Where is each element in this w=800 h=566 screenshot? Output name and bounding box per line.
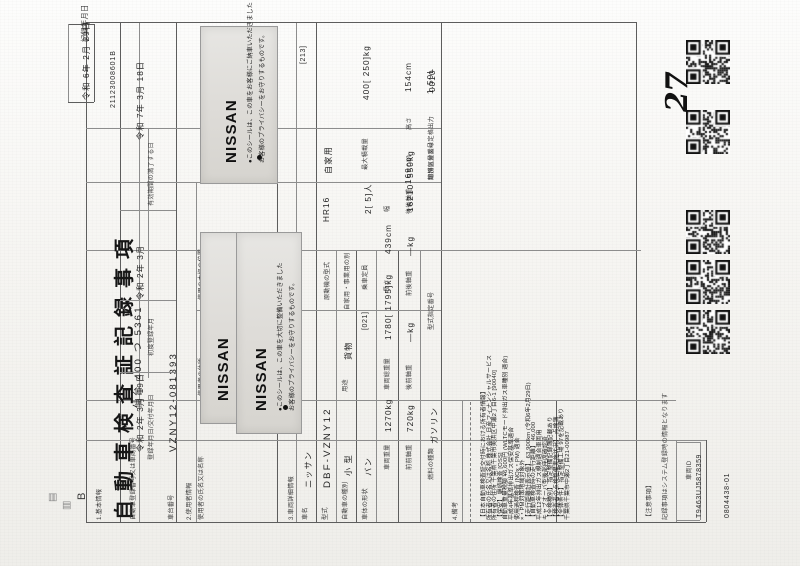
width-label: 幅 bbox=[384, 205, 391, 212]
private-business-label: 自家用・事業用の別 bbox=[344, 252, 351, 311]
nissan-logo-3: NISSAN bbox=[253, 347, 270, 411]
sticker-note-1b: お客様のプライバシーをお守りするものです。 bbox=[259, 31, 266, 163]
capacity-label: 乗車定員 bbox=[362, 264, 369, 290]
rear-front-axle-label: 前後軸重 bbox=[406, 270, 413, 296]
length-value: 439cm bbox=[384, 223, 393, 254]
vehicle-id-label: 車両ID bbox=[686, 460, 693, 480]
form-mark: B bbox=[76, 492, 88, 500]
engine-model-value: HR16 bbox=[322, 196, 331, 222]
qr-code-block bbox=[686, 260, 730, 304]
document-number: 21123008601B bbox=[110, 50, 117, 108]
max-load-value: 400[ 250]kg bbox=[362, 45, 371, 100]
use-value: 貨物 bbox=[344, 341, 353, 360]
front-rear-axle-label: 後前軸重 bbox=[406, 364, 413, 390]
reg-date-label: 登録年月日/交付年月日 bbox=[148, 394, 155, 460]
qr-code bbox=[686, 260, 730, 304]
qr-code-block bbox=[686, 310, 730, 354]
qr-code bbox=[686, 40, 730, 84]
length-label: 長さ bbox=[384, 279, 391, 292]
section1-heading: 1.基本情報 bbox=[96, 488, 103, 520]
fuel-value: ガソリン bbox=[430, 406, 439, 444]
first-reg-label: 初度登録年月 bbox=[148, 317, 155, 356]
capacity-value: 2[ 5]人 bbox=[364, 183, 373, 214]
section5-heading: 【注意事項】 bbox=[646, 481, 653, 520]
height-value: 154cm bbox=[404, 61, 413, 92]
model-bracket-code: [213] bbox=[300, 45, 307, 64]
category-label: 自動車の種別 bbox=[342, 481, 349, 520]
category-value: 小 型 bbox=[344, 454, 353, 476]
type-designation-label: 型式指定番号 bbox=[428, 291, 435, 330]
type-designation-value: 16210 bbox=[406, 183, 415, 212]
capacity-bracket-code: [021] bbox=[362, 311, 369, 330]
sticker-note-3a: ●このシールは、この車を大切に整備いただきました bbox=[277, 262, 284, 411]
front-axle-label: 前前軸重 bbox=[406, 444, 413, 470]
qr-code bbox=[686, 110, 730, 154]
qr-code bbox=[686, 310, 730, 354]
owner-name-label: 使用者の氏名又は名称 bbox=[198, 456, 205, 520]
scan-artifact: ▤ bbox=[62, 500, 72, 511]
private-business-value: 自家用 bbox=[324, 146, 333, 174]
front-axle-value: 720kg bbox=[406, 404, 415, 432]
model-value: DBF-VZNY12 bbox=[322, 407, 333, 488]
section5-note: 記録事項はシステム登録時の情報となります bbox=[662, 392, 669, 520]
notes-divider bbox=[470, 402, 471, 522]
qr-code bbox=[686, 210, 730, 254]
max-load-label: 最大積載量 bbox=[362, 138, 369, 170]
qr-code-block bbox=[686, 40, 730, 84]
make-value: ニッサン bbox=[304, 450, 313, 488]
nissan-logo-2: NISSAN bbox=[215, 337, 232, 401]
section3-heading: 3.車両詳細情報 bbox=[288, 476, 295, 520]
vehicle-id-value: T9463UJ5878359 bbox=[696, 453, 703, 518]
expiry-label: 有効期間の満了する日 bbox=[148, 142, 155, 206]
make-label: 車名 bbox=[302, 507, 309, 520]
use-label: 用途 bbox=[342, 379, 349, 392]
curb-weight-label: 車両重量 bbox=[384, 444, 391, 470]
section2-heading: 2.使用者情報 bbox=[186, 482, 193, 521]
sticker-bullet-icon bbox=[283, 405, 288, 410]
class-number-value: 0010 bbox=[428, 69, 437, 92]
sticker-bullet-icon bbox=[257, 155, 262, 160]
fuel-label: 燃料の種類 bbox=[428, 448, 435, 480]
qr-code-block bbox=[686, 110, 730, 154]
rear-front-axle-value: —kg bbox=[406, 235, 415, 256]
height-label: 高さ bbox=[406, 117, 413, 130]
model-label: 型式 bbox=[322, 507, 329, 520]
expiry-value: 令和 7年 3月 18日 bbox=[136, 60, 145, 140]
front-rear-axle-value: —kg bbox=[406, 321, 415, 342]
body-shape-value: バン bbox=[364, 457, 373, 476]
engine-model-label: 原動機の型式 bbox=[324, 261, 331, 300]
footer-code: 0804438-01 bbox=[724, 472, 731, 518]
nissan-privacy-sticker-1: NISSAN ●このシールは、この車をお客様にご納車いただきました お客様のプラ… bbox=[200, 2, 278, 184]
nissan-privacy-sticker-3: NISSAN ●このシールは、この車を大切に整備いただきました お客様のプライバ… bbox=[236, 232, 302, 434]
chassis-value: VZNY12-081393 bbox=[168, 351, 179, 452]
gross-weight-label: 車両総重量 bbox=[384, 358, 391, 390]
first-reg-value: 令和 2年 3月 bbox=[136, 244, 145, 300]
scan-artifact: ▥ bbox=[48, 492, 58, 503]
notes-line: 千葉県千葉市中瀬2丁目21-00987 bbox=[565, 431, 571, 520]
section4-heading: 4.備考 bbox=[452, 501, 459, 520]
reg-date-value: 令和 2年 3月 19日 bbox=[136, 372, 145, 452]
rear-axle-value: 550kg bbox=[406, 150, 415, 178]
qr-code-block bbox=[686, 210, 730, 254]
nissan-logo-1: NISSAN bbox=[223, 99, 240, 163]
sticker-note-3b: お客様のプライバシーをお守りするものです。 bbox=[289, 279, 296, 411]
record-date-value: 令和 6年 2月 29日 bbox=[82, 20, 91, 100]
body-shape-label: 車体の形状 bbox=[362, 488, 369, 520]
chassis-label: 車台番号 bbox=[168, 494, 175, 520]
curb-weight-value: 1270kg bbox=[384, 398, 393, 432]
sticker-note-1a: ●このシールは、この車をお客様にご納車いただきました bbox=[247, 1, 254, 163]
class-number-label: 類別区分番号 bbox=[428, 141, 435, 180]
